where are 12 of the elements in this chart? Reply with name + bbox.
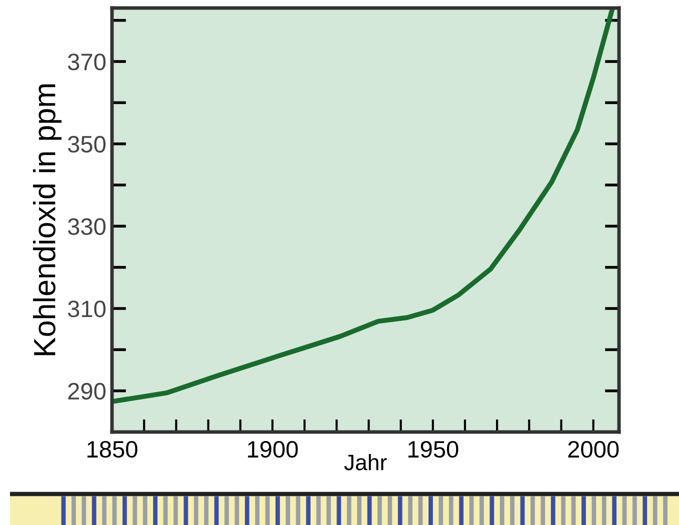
x-axis-title: Jahr — [344, 454, 387, 470]
y-axis-title: Kohlendioxid in ppm — [33, 84, 62, 356]
x-tick-label: 1950 — [408, 440, 458, 458]
x-tick-label: 1850 — [88, 440, 138, 458]
y-tick-label: 370 — [68, 54, 106, 70]
line-series — [112, 8, 616, 404]
y-tick-label: 350 — [68, 136, 106, 153]
y-tick-label: 290 — [68, 382, 106, 400]
y-tick-label: 330 — [68, 218, 106, 235]
x-tick-label: 2000 — [568, 440, 619, 458]
y-tick-label: 310 — [68, 300, 106, 318]
x-tick-label: 1900 — [248, 440, 298, 458]
